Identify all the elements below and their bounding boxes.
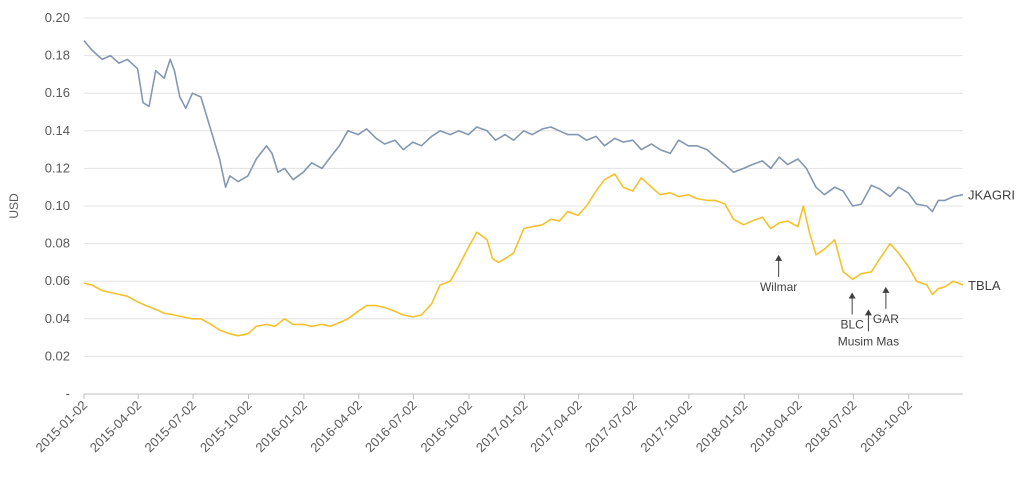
annotation-label-musim-mas: Musim Mas: [838, 334, 899, 348]
series-label-tbla: TBLA: [968, 278, 1001, 293]
y-tick-label: 0.12: [45, 160, 70, 175]
annotation-label-blc: BLC: [840, 317, 864, 331]
y-tick-label: 0.16: [45, 85, 70, 100]
annotation-label-gar: GAR: [873, 312, 899, 326]
x-tick-label: 2015-07-02: [142, 398, 200, 456]
y-tick-label: 0.20: [45, 10, 70, 25]
x-tick-label: 2017-07-02: [582, 398, 640, 456]
gridlines: [84, 17, 963, 395]
annotation-arrowhead-wilmar: [775, 254, 783, 261]
series-label-jkagri: JKAGRI: [968, 188, 1015, 203]
y-tick-label: 0.02: [45, 348, 70, 363]
series-line-jkagri: [83, 40, 964, 213]
x-tick-label: 2017-04-02: [527, 398, 585, 456]
x-tick-label: 2017-01-02: [473, 398, 531, 456]
x-tick-label: 2015-04-02: [87, 398, 145, 456]
x-tick-label: 2016-07-02: [362, 398, 420, 456]
y-tick-label: 0.08: [45, 236, 70, 251]
x-tick-label: 2016-10-02: [417, 398, 475, 456]
series-lines: JKAGRI TBLA: [83, 40, 1015, 337]
x-tick-label: 2015-10-02: [197, 398, 255, 456]
annotation-arrowhead-blc: [848, 292, 856, 299]
annotation-arrowhead-gar: [882, 286, 890, 293]
y-axis: - 0.02 0.04 0.06 0.08 0.10 0.12 0.14 0.16 0.18 0.2…: [45, 10, 70, 401]
x-axis: 2015-01-022015-04-022015-07-022015-10-02…: [32, 394, 915, 456]
y-tick-label: 0.18: [45, 48, 70, 63]
y-tick-label: 0.06: [45, 273, 70, 288]
x-tick-label: 2018-10-02: [857, 398, 915, 456]
x-tick-label: 2016-01-02: [252, 398, 310, 456]
y-axis-label: USD: [7, 193, 21, 219]
annotation-arrowhead-musim-mas: [864, 309, 872, 316]
y-tick-label: 0.14: [45, 123, 70, 138]
y-tick-label: 0.10: [45, 198, 70, 213]
x-tick-label: 2018-07-02: [802, 398, 860, 456]
x-tick-label: 2016-04-02: [307, 398, 365, 456]
x-tick-label: 2018-01-02: [693, 398, 751, 456]
annotations: Wilmar BLC Musim Mas GAR: [760, 254, 899, 348]
y-tick-label: -: [66, 386, 70, 401]
series-line-tbla: [83, 173, 964, 337]
x-tick-label: 2015-01-02: [32, 398, 90, 456]
x-tick-label: 2017-10-02: [637, 398, 695, 456]
annotation-label-wilmar: Wilmar: [760, 280, 797, 294]
x-tick-label: 2018-04-02: [747, 398, 805, 456]
y-tick-label: 0.04: [45, 311, 70, 326]
